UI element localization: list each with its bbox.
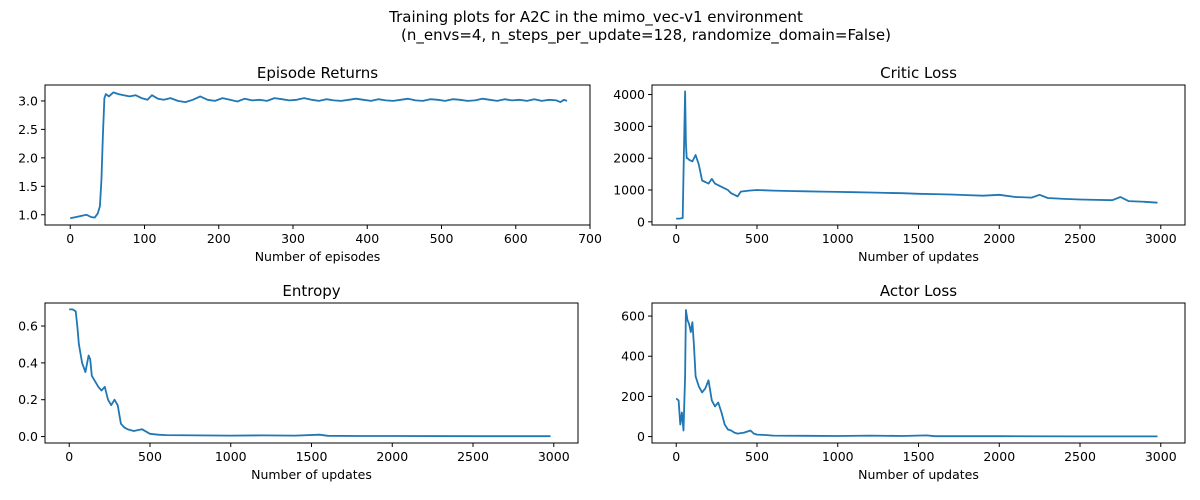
entropy-y-tick-label: 0.4	[18, 355, 38, 370]
entropy-x-tick-label: 2500	[457, 449, 489, 464]
actor-loss-x-tick-label: 1000	[822, 449, 854, 464]
actor-loss-x-tick-label: 500	[745, 449, 769, 464]
critic-loss-x-tick-label: 500	[745, 231, 769, 246]
actor-loss-plot: Actor Loss 0 500 1000 1500 2000 2500 3000 0 200 40…	[621, 282, 1186, 482]
critic-loss-x-tick-label: 2000	[983, 231, 1015, 246]
entropy-x-tick-label: 0	[65, 449, 73, 464]
critic-loss-x-tick-label: 1000	[822, 231, 854, 246]
episode-returns-x-tick-label: 500	[430, 231, 454, 246]
actor-loss-x-axis-label: Number of updates	[858, 467, 979, 482]
episode-returns-x-tick-label: 400	[355, 231, 379, 246]
critic-loss-y-tick-label: 3000	[613, 119, 645, 134]
episode-returns-y-tick-label: 1.5	[18, 179, 38, 194]
episode-returns-x-tick-label: 700	[578, 231, 602, 246]
actor-loss-line	[675, 309, 1158, 438]
episode-returns-plot: Episode Returns 0 100 200 300 400 500 600 700 1.0…	[18, 64, 602, 264]
critic-loss-x-tick-label: 0	[672, 231, 680, 246]
episode-returns-x-tick-label: 300	[281, 231, 305, 246]
figure-title-line2: (n_envs=4, n_steps_per_update=128, rando…	[401, 26, 891, 45]
entropy-axes-frame	[44, 302, 579, 444]
actor-loss-y-tick-label: 0	[637, 429, 645, 444]
actor-loss-x-tick-label: 2000	[983, 449, 1015, 464]
actor-loss-x-tick-label: 3000	[1145, 449, 1177, 464]
critic-loss-y-tick-label: 2000	[613, 151, 645, 166]
actor-loss-x-tick-label: 0	[672, 449, 680, 464]
episode-returns-y-tick-label: 1.0	[18, 207, 38, 222]
episode-returns-line	[70, 91, 568, 220]
entropy-x-tick-label: 2000	[376, 449, 408, 464]
critic-loss-x-axis-label: Number of updates	[858, 249, 979, 264]
actor-loss-y-tick-label: 200	[621, 389, 645, 404]
episode-returns-y-tick-label: 2.5	[18, 122, 38, 137]
actor-loss-x-tick-label: 1500	[903, 449, 935, 464]
entropy-line	[69, 308, 551, 438]
critic-loss-x-tick-label: 3000	[1145, 231, 1177, 246]
entropy-title: Entropy	[282, 282, 340, 300]
episode-returns-x-axis-label: Number of episodes	[255, 249, 381, 264]
actor-loss-y-tick-label: 600	[621, 309, 645, 324]
entropy-x-tick-label: 1000	[215, 449, 247, 464]
episode-returns-x-tick-label: 200	[207, 231, 231, 246]
critic-loss-y-tick-label: 4000	[613, 87, 645, 102]
critic-loss-x-tick-label: 1500	[903, 231, 935, 246]
critic-loss-line	[676, 90, 1158, 220]
critic-loss-plot: Critic Loss 0 500 1000 1500 2000 2500 3000 0 1000…	[613, 64, 1186, 264]
episode-returns-x-tick-label: 0	[66, 231, 74, 246]
episode-returns-y-tick-label: 3.0	[18, 93, 38, 108]
entropy-y-tick-label: 0.6	[18, 319, 38, 334]
actor-loss-y-tick-label: 400	[621, 349, 645, 364]
entropy-x-tick-label: 1500	[296, 449, 328, 464]
actor-loss-title: Actor Loss	[880, 282, 957, 300]
entropy-x-tick-label: 500	[138, 449, 162, 464]
entropy-x-axis-label: Number of updates	[251, 467, 372, 482]
entropy-x-tick-label: 3000	[538, 449, 570, 464]
critic-loss-title: Critic Loss	[880, 64, 957, 82]
actor-loss-axes-frame	[651, 302, 1186, 444]
critic-loss-x-tick-label: 2500	[1064, 231, 1096, 246]
critic-loss-y-tick-label: 1000	[613, 183, 645, 198]
critic-loss-axes-frame	[651, 84, 1186, 226]
entropy-plot: Entropy 0 500 1000 1500 2000 2500 3000 0.0 0.2 0.4…	[18, 282, 579, 482]
entropy-y-tick-label: 0.2	[18, 392, 38, 407]
episode-returns-x-tick-label: 600	[504, 231, 528, 246]
episode-returns-y-tick-label: 2.0	[18, 150, 38, 165]
actor-loss-x-tick-label: 2500	[1064, 449, 1096, 464]
episode-returns-x-tick-label: 100	[133, 231, 157, 246]
episode-returns-axes-frame	[44, 84, 591, 226]
critic-loss-y-tick-label: 0	[637, 214, 645, 229]
entropy-y-tick-label: 0.0	[18, 429, 38, 444]
episode-returns-title: Episode Returns	[257, 64, 378, 82]
figure-title-line1: Training plots for A2C in the mimo_vec-v…	[388, 8, 803, 27]
